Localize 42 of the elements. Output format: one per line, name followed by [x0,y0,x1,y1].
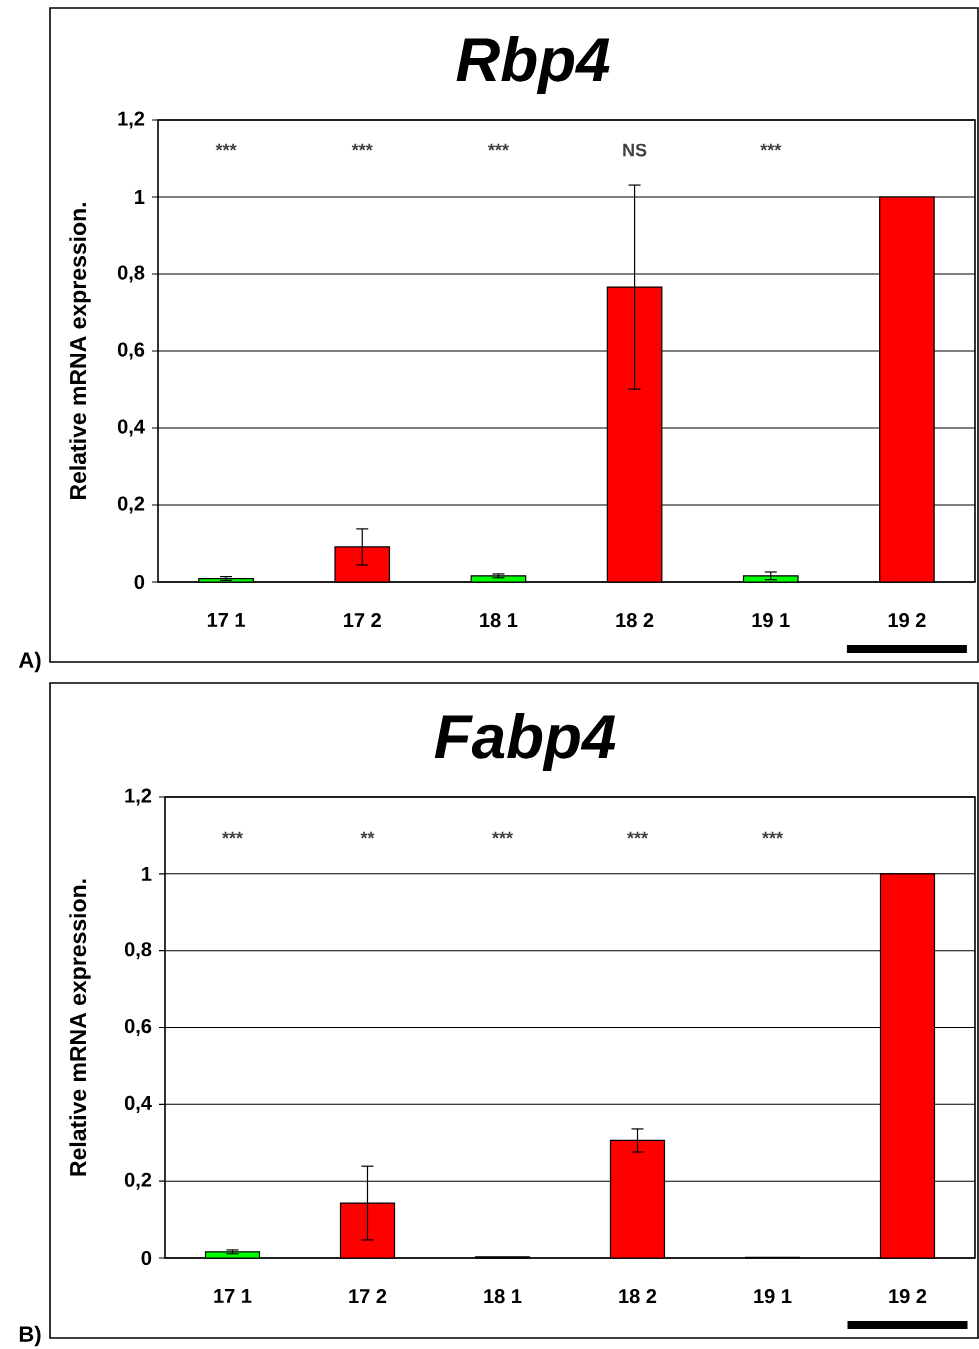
y-tick-label: 0,4 [124,1095,152,1113]
y-tick-label: 0,4 [117,419,145,437]
annotation: *** [492,831,513,839]
annotation: *** [215,143,237,151]
x-tick-label: 17 1 [207,613,245,627]
annotation: *** [762,831,783,839]
y-tick-label: 1 [135,190,145,204]
x-tick-label: 17 2 [349,1289,387,1304]
annotation: *** [487,143,509,151]
y-tick-label: 0,6 [117,342,145,360]
x-tick-label: 19 2 [888,613,926,628]
x-tick-label: 18 1 [480,613,518,628]
y-tick-label: 0,8 [117,265,145,283]
annotation: ** [360,831,375,839]
y-tick-label: 0,2 [124,1172,152,1190]
annotation: *** [627,831,648,839]
annotation: *** [760,143,782,151]
y-tick-label: 1,2 [125,788,152,806]
y-tick-label: 0,8 [124,942,152,960]
y-axis-title: Relative mRNA expression. [69,203,91,500]
x-tick-label: 18 1 [484,1289,522,1304]
x-tick-label: 17 1 [214,1289,252,1303]
x-tick-label: 19 1 [752,613,790,628]
x-tick-label: 17 2 [344,613,381,628]
y-tick-label: 0 [134,574,145,590]
x-tick-label: 19 1 [754,1289,792,1304]
y-tick-label: 0,6 [124,1018,152,1037]
y-tick-label: 1,2 [118,111,145,129]
annotation: NS [623,143,647,157]
x-tick-label: 18 2 [619,1289,657,1304]
y-tick-label: 0 [141,1250,152,1266]
y-axis-title: Relative mRNA expression. [69,879,91,1176]
text: B) [19,1325,41,1347]
x-tick-label: 18 2 [616,613,654,628]
annotation: *** [222,831,243,839]
y-tick-label: 0,2 [117,496,145,514]
chart-title: Fabp4 [434,713,616,771]
annotation: *** [351,143,373,151]
y-tick-label: 1 [142,866,152,881]
chart-title: Rbp4 [456,36,610,94]
x-tick-label: 19 2 [889,1289,927,1304]
text: A) [18,651,41,673]
